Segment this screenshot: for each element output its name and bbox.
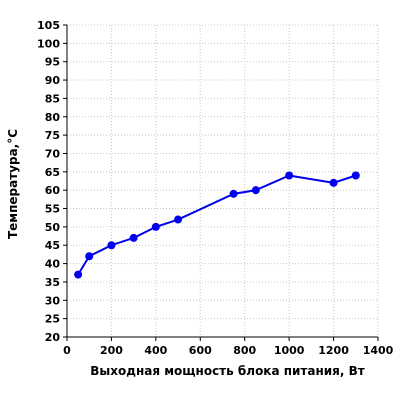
y-tick-label: 50 xyxy=(45,221,61,234)
y-tick-label: 55 xyxy=(45,203,60,216)
y-tick-label: 105 xyxy=(37,19,60,32)
y-tick-label: 45 xyxy=(45,239,60,252)
y-tick-label: 25 xyxy=(45,313,60,326)
data-point xyxy=(151,222,160,231)
data-point xyxy=(74,270,83,279)
data-point xyxy=(107,241,116,250)
y-tick-label: 90 xyxy=(45,74,61,87)
y-tick-label: 20 xyxy=(45,331,61,344)
axes xyxy=(63,24,379,341)
y-tick-label: 30 xyxy=(45,294,61,307)
y-tick-label: 75 xyxy=(45,129,60,142)
series-line xyxy=(77,174,357,276)
x-tick-label: 400 xyxy=(144,344,167,357)
y-tick-label: 100 xyxy=(37,37,60,50)
data-point xyxy=(85,252,94,261)
x-tick-label: 200 xyxy=(100,344,123,357)
x-tick-labels: 0 200 400 600 800 1000 1200 1400 xyxy=(63,344,393,357)
y-tick-label: 60 xyxy=(45,184,61,197)
y-tick-label: 85 xyxy=(45,92,60,105)
y-tick-labels: 20 25 30 35 40 45 50 55 60 65 70 75 80 85 90 95 100 105 xyxy=(37,19,60,344)
y-tick-label: 40 xyxy=(45,258,61,271)
x-tick-label: 800 xyxy=(233,344,256,357)
y-tick-label: 95 xyxy=(45,56,60,69)
data-point xyxy=(229,189,238,198)
data-point xyxy=(174,215,183,224)
x-tick-label: 1400 xyxy=(363,344,394,357)
x-tick-label: 600 xyxy=(189,344,212,357)
grid xyxy=(66,24,379,338)
y-tick-label: 65 xyxy=(45,166,60,179)
series xyxy=(74,171,360,279)
data-point xyxy=(285,171,294,180)
x-tick-label: 1000 xyxy=(274,344,305,357)
y-tick-label: 70 xyxy=(45,147,61,160)
data-point xyxy=(329,178,338,187)
y-axis-label: Температура,°С xyxy=(6,129,20,239)
data-point xyxy=(351,171,360,180)
x-tick-label: 0 xyxy=(63,344,71,357)
x-axis-label: Выходная мощность блока питания, Вт xyxy=(90,364,365,378)
data-point xyxy=(251,186,260,195)
y-tick-label: 35 xyxy=(45,276,60,289)
y-tick-label: 80 xyxy=(45,111,61,124)
data-point xyxy=(129,233,138,242)
x-tick-label: 1200 xyxy=(318,344,349,357)
